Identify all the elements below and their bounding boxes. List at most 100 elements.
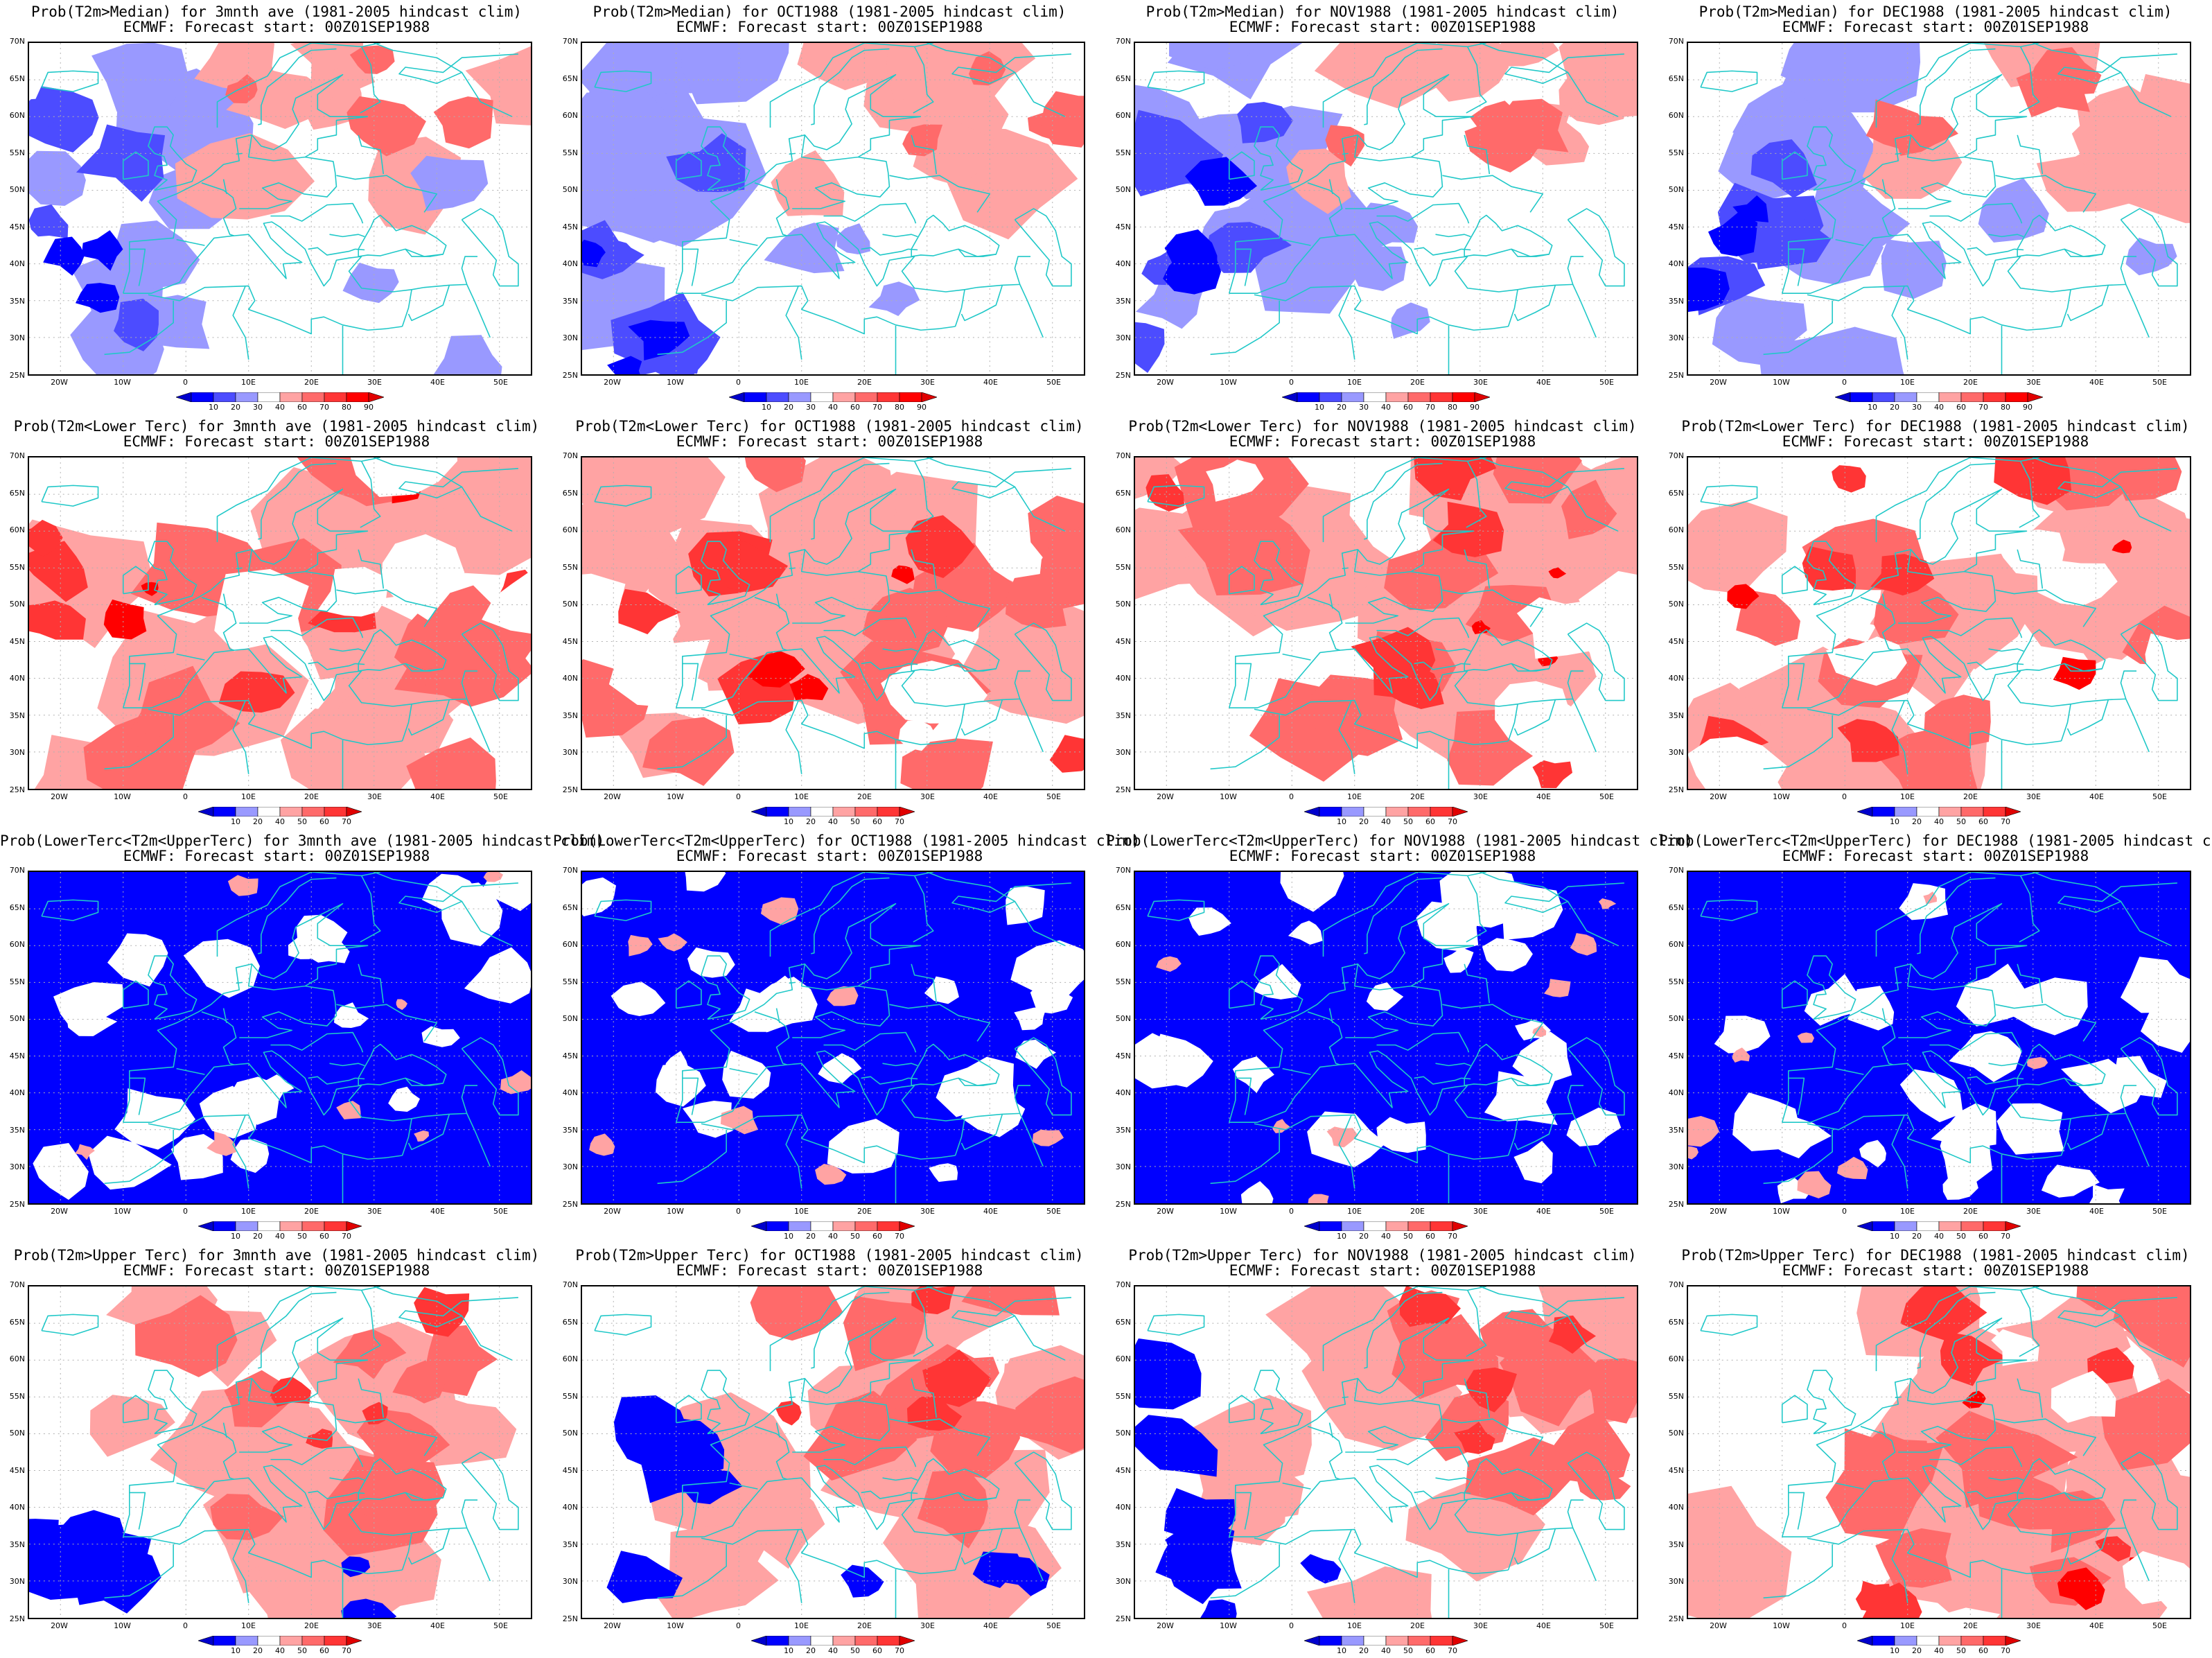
- longitude-label: 20E: [304, 1621, 319, 1630]
- probability-shading: [582, 457, 726, 539]
- probability-shading: [349, 45, 395, 74]
- probability-shading: [43, 236, 85, 276]
- low-probability-patch: [107, 933, 168, 987]
- latitude-label: 50N: [1668, 185, 1684, 195]
- low-probability-patch: [1732, 1092, 1809, 1151]
- longitude-label: 10E: [241, 792, 256, 801]
- colorbar-label: 50: [297, 1646, 307, 1655]
- latitude-label: 40N: [1115, 1503, 1131, 1512]
- colorbar: [1304, 1221, 1468, 1231]
- map-panel-median-0: Prob(T2m>Median) for 3mnth ave (1981-200…: [0, 0, 553, 414]
- latitude-label: 30N: [1668, 333, 1684, 343]
- probability-map: [1134, 1285, 1638, 1619]
- colorbar-label: 90: [917, 403, 927, 412]
- longitude-label: 10W: [667, 378, 684, 387]
- probability-shading: [1405, 1480, 1545, 1582]
- longitude-label: 20W: [1157, 378, 1174, 387]
- longitude-label: 0: [1842, 792, 1847, 801]
- longitude-label: 50E: [493, 378, 508, 387]
- latitude-label: 40N: [9, 1088, 25, 1098]
- colorbar-label: 70: [895, 1232, 904, 1241]
- probability-shading: [1551, 1410, 1631, 1485]
- probability-shading: [1900, 1286, 1987, 1341]
- probability-shading: [917, 1469, 989, 1549]
- low-probability-patch: [1495, 681, 1576, 762]
- longitude-label: 20W: [604, 1207, 621, 1216]
- probability-shading: [333, 1329, 407, 1379]
- longitude-label: 10W: [1220, 1621, 1237, 1630]
- low-probability-patch: [818, 1053, 862, 1084]
- probability-shading: [758, 457, 897, 588]
- colorbar-label: 80: [2001, 403, 2010, 412]
- probability-shading: [771, 150, 845, 216]
- latitude-label: 55N: [562, 1391, 578, 1401]
- probability-shading: [744, 457, 806, 492]
- latitude-label: 35N: [1115, 1125, 1131, 1135]
- probability-shading: [803, 1390, 918, 1481]
- longitude-label: 30E: [2026, 792, 2041, 801]
- latitude-label: 55N: [1115, 148, 1131, 157]
- colorbar: [198, 807, 362, 817]
- probability-map: [1134, 42, 1638, 376]
- latitude-label: 35N: [1668, 1125, 1684, 1135]
- latitude-label: 65N: [1115, 902, 1131, 912]
- probability-shading: [91, 43, 188, 123]
- warm-patch: [396, 999, 407, 1011]
- colorbar-label: 10: [1890, 1646, 1899, 1655]
- longitude-label: 20E: [1410, 1621, 1425, 1630]
- latitude-label: 55N: [1115, 977, 1131, 986]
- probability-map: [28, 1285, 532, 1619]
- latitude-label: 50N: [9, 600, 25, 609]
- colorbar-label: 10: [1337, 1646, 1346, 1655]
- latitude-label: 40N: [9, 674, 25, 683]
- coastlines: [1700, 1286, 2178, 1618]
- latitude-label: 45N: [562, 222, 578, 232]
- colorbar-label: 40: [828, 1646, 838, 1655]
- low-probability-patch: [1014, 1007, 1046, 1031]
- probability-shading: [891, 565, 915, 584]
- probability-shading: [843, 1295, 929, 1372]
- latitude-label: 35N: [1115, 710, 1131, 720]
- low-probability-patch: [183, 939, 260, 998]
- latitude-label: 65N: [9, 1317, 25, 1327]
- probability-shading: [1977, 1476, 2077, 1530]
- latitude-label: 60N: [9, 1354, 25, 1364]
- warm-patch: [1543, 979, 1571, 997]
- colorbar-label: 50: [1403, 1646, 1413, 1655]
- colorbar-label: 60: [319, 1232, 329, 1241]
- colorbar-label: 90: [2023, 403, 2033, 412]
- longitude-label: 20E: [304, 378, 319, 387]
- low-probability-patch: [256, 1074, 295, 1104]
- low-probability-patch: [1516, 597, 1602, 659]
- latitude-label: 50N: [1115, 1014, 1131, 1024]
- colorbar-label: 90: [364, 403, 374, 412]
- low-probability-patch: [1996, 1103, 2064, 1155]
- latitude-label: 35N: [1668, 710, 1684, 720]
- probability-shading: [1135, 322, 1165, 374]
- map-panel-middle-tercile-2: Prob(LowerTerc<T2m<UpperTerc) for NOV198…: [1106, 829, 1694, 1244]
- latitude-label: 25N: [9, 1200, 25, 1209]
- latitude-label: 60N: [1668, 940, 1684, 950]
- coastlines: [41, 872, 519, 1203]
- longitude-label: 10E: [1347, 378, 1362, 387]
- panel-title: Prob(LowerTerc<T2m<UpperTerc) for NOV198…: [1106, 832, 1694, 849]
- longitude-label: 20W: [1710, 1207, 1727, 1216]
- warm-patch: [336, 1101, 361, 1120]
- longitude-label: 20E: [304, 792, 319, 801]
- colorbar-label: 50: [297, 817, 307, 826]
- latitude-label: 55N: [1115, 1391, 1131, 1401]
- colorbar: [176, 392, 384, 402]
- map-panel-lower-tercile-1: Prob(T2m<Lower Terc) for OCT1988 (1981-2…: [553, 414, 1106, 829]
- latitude-label: 30N: [9, 748, 25, 758]
- colorbar-label: 20: [1912, 817, 1922, 826]
- latitude-label: 35N: [9, 1539, 25, 1549]
- colorbar-label: 50: [1403, 1232, 1413, 1241]
- latitude-label: 30N: [9, 1162, 25, 1172]
- colorbar-label: 60: [1403, 403, 1413, 412]
- warm-patch: [207, 1131, 237, 1156]
- panel-subtitle: ECMWF: Forecast start: 00Z01SEP1988: [1229, 433, 1536, 450]
- latitude-label: 55N: [562, 148, 578, 157]
- colorbar-label: 60: [319, 817, 329, 826]
- probability-shading: [2100, 1379, 2190, 1471]
- latitude-label: 35N: [562, 296, 578, 306]
